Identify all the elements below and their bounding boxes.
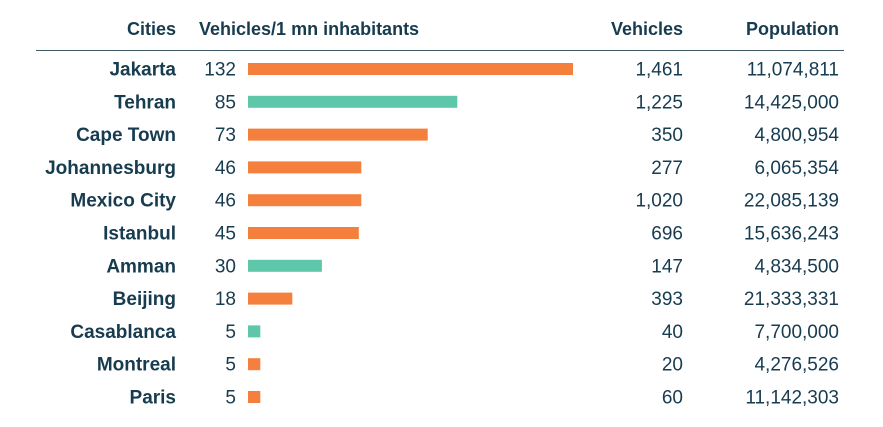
population-count: 4,276,526 (754, 355, 839, 376)
population-count: 7,700,000 (754, 322, 839, 343)
vehicles-count: 393 (651, 289, 683, 310)
city-label: Johannesburg (45, 158, 176, 179)
value-label: 45 (215, 224, 236, 245)
value-label: 85 (215, 92, 236, 113)
vehicles-count: 40 (662, 322, 683, 343)
city-label: Cape Town (76, 125, 176, 146)
bar (248, 63, 573, 75)
value-label: 132 (204, 60, 236, 81)
value-label: 30 (215, 256, 236, 277)
bar (248, 325, 261, 338)
city-label: Amman (106, 256, 176, 277)
value-label: 73 (215, 125, 236, 146)
population-count: 6,065,354 (754, 158, 839, 179)
city-label: Mexico City (70, 191, 176, 212)
bar (248, 227, 359, 239)
header-vehicles-per-million: Vehicles/1 mn inhabitants (199, 19, 420, 39)
vehicles-count: 60 (662, 388, 683, 409)
city-label: Beijing (113, 289, 176, 310)
population-count: 22,085,139 (744, 191, 839, 212)
city-label: Casablanca (70, 322, 176, 343)
population-count: 15,636,243 (744, 224, 839, 245)
value-label: 46 (215, 158, 236, 179)
city-label: Montreal (97, 355, 176, 376)
header-vehicles: Vehicles (610, 19, 683, 39)
vehicles-count: 350 (651, 125, 683, 146)
vehicles-count: 1,461 (635, 60, 683, 81)
city-label: Tehran (114, 92, 176, 113)
value-label: 5 (225, 355, 236, 376)
population-count: 14,425,000 (744, 92, 839, 113)
population-count: 4,834,500 (754, 256, 839, 277)
population-count: 11,142,303 (745, 388, 839, 409)
bar (248, 358, 261, 371)
bar (248, 161, 362, 174)
bar (248, 292, 293, 305)
vehicles-count: 20 (662, 355, 683, 376)
population-count: 21,333,331 (744, 289, 839, 310)
city-label: Paris (130, 388, 176, 409)
city-label: Jakarta (109, 60, 176, 81)
value-label: 18 (215, 289, 236, 310)
header-population: Population (746, 19, 839, 39)
vehicles-count: 277 (651, 158, 683, 179)
population-count: 4,800,954 (754, 125, 839, 146)
bar (248, 194, 362, 207)
vehicles-count: 1,020 (635, 191, 683, 212)
bar (248, 95, 458, 108)
value-label: 5 (225, 388, 236, 409)
vehicles-count: 147 (651, 256, 683, 277)
bar (248, 128, 428, 141)
value-label: 5 (225, 322, 236, 343)
header-divider (36, 50, 844, 51)
bar (248, 259, 322, 272)
vehicles-count: 696 (651, 224, 683, 245)
city-label: Istanbul (103, 224, 176, 245)
value-label: 46 (215, 191, 236, 212)
bar (248, 391, 261, 403)
vehicles-count: 1,225 (635, 92, 683, 113)
header-cities: Cities (126, 19, 176, 39)
population-count: 11,074,811 (747, 60, 839, 81)
